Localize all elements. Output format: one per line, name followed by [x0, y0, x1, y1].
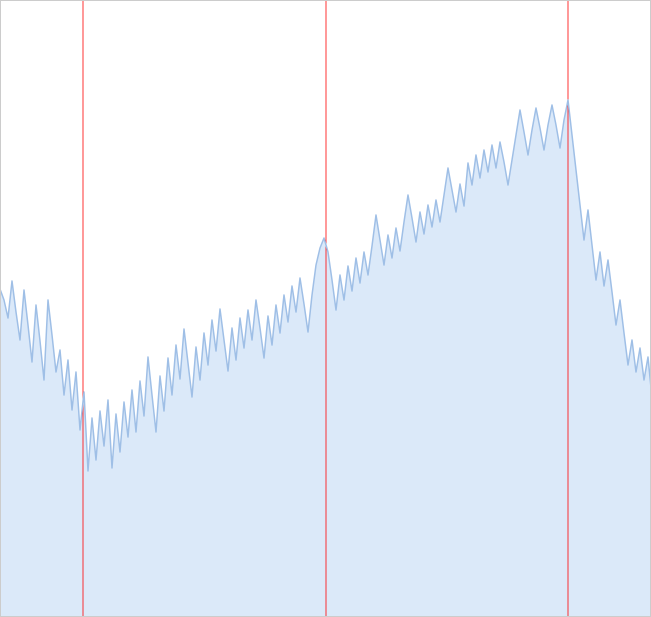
- area-chart: [0, 0, 651, 617]
